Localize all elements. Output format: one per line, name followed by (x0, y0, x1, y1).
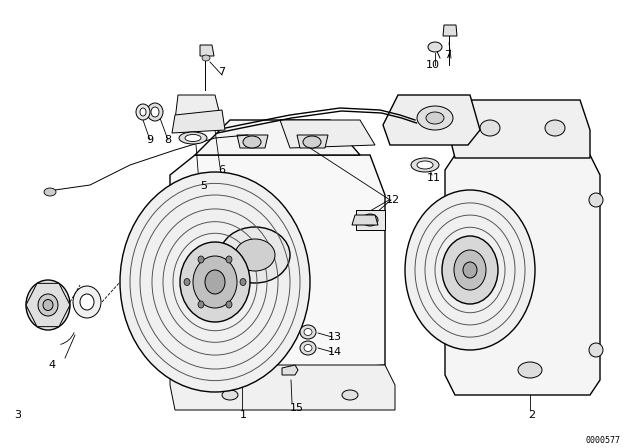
Ellipse shape (202, 55, 210, 61)
Polygon shape (383, 95, 480, 145)
Ellipse shape (300, 325, 316, 339)
Ellipse shape (411, 158, 439, 172)
Ellipse shape (34, 289, 62, 321)
Ellipse shape (226, 256, 232, 263)
Ellipse shape (235, 239, 275, 271)
Ellipse shape (304, 345, 312, 352)
Ellipse shape (240, 279, 246, 285)
Ellipse shape (545, 120, 565, 136)
Ellipse shape (304, 328, 312, 336)
Polygon shape (356, 210, 385, 230)
Text: 10: 10 (426, 60, 440, 70)
Ellipse shape (518, 362, 542, 378)
Ellipse shape (136, 104, 150, 120)
Ellipse shape (73, 286, 101, 318)
Ellipse shape (220, 227, 290, 283)
Text: 1: 1 (240, 410, 247, 420)
Ellipse shape (179, 132, 207, 144)
Text: 7: 7 (444, 50, 451, 60)
Ellipse shape (426, 112, 444, 124)
Ellipse shape (184, 279, 190, 285)
Text: 3: 3 (14, 410, 21, 420)
Text: 2: 2 (528, 410, 535, 420)
Text: 8: 8 (164, 135, 171, 145)
Ellipse shape (26, 280, 70, 330)
Ellipse shape (147, 103, 163, 121)
Polygon shape (200, 45, 214, 56)
Polygon shape (26, 283, 70, 327)
Polygon shape (445, 155, 600, 395)
Polygon shape (282, 365, 298, 375)
Polygon shape (352, 215, 378, 225)
Polygon shape (170, 155, 385, 380)
Ellipse shape (428, 42, 442, 52)
Ellipse shape (362, 214, 378, 226)
Ellipse shape (442, 236, 498, 304)
Ellipse shape (180, 242, 250, 322)
Text: 7: 7 (218, 67, 225, 77)
Text: 15: 15 (290, 403, 304, 413)
Ellipse shape (417, 106, 453, 130)
Ellipse shape (226, 301, 232, 308)
Ellipse shape (222, 390, 238, 400)
Ellipse shape (405, 190, 535, 350)
Text: 11: 11 (427, 173, 441, 183)
Ellipse shape (151, 107, 159, 117)
Ellipse shape (205, 270, 225, 294)
Text: 13: 13 (328, 332, 342, 342)
Polygon shape (448, 100, 590, 158)
Ellipse shape (120, 172, 310, 392)
Text: 14: 14 (328, 347, 342, 357)
Ellipse shape (589, 193, 603, 207)
Polygon shape (237, 135, 268, 148)
Ellipse shape (80, 294, 94, 310)
Text: 6: 6 (218, 165, 225, 175)
Ellipse shape (185, 134, 201, 142)
Polygon shape (170, 365, 395, 410)
Text: 0000577: 0000577 (585, 435, 620, 444)
Ellipse shape (38, 294, 58, 316)
Polygon shape (175, 95, 220, 120)
Ellipse shape (454, 250, 486, 290)
Ellipse shape (43, 300, 53, 310)
Text: 9: 9 (146, 135, 153, 145)
Ellipse shape (193, 256, 237, 308)
Polygon shape (280, 120, 375, 148)
Ellipse shape (417, 161, 433, 169)
Ellipse shape (140, 108, 146, 116)
Ellipse shape (198, 301, 204, 308)
Ellipse shape (463, 262, 477, 278)
Ellipse shape (303, 136, 321, 148)
Ellipse shape (342, 390, 358, 400)
Ellipse shape (589, 343, 603, 357)
Ellipse shape (44, 188, 56, 196)
Polygon shape (297, 135, 328, 148)
Polygon shape (195, 120, 360, 155)
Ellipse shape (198, 256, 204, 263)
Ellipse shape (243, 136, 261, 148)
Polygon shape (172, 110, 225, 133)
Text: 12: 12 (386, 195, 400, 205)
Text: 4: 4 (48, 360, 55, 370)
Ellipse shape (300, 341, 316, 355)
Text: 5: 5 (200, 181, 207, 191)
Ellipse shape (480, 120, 500, 136)
Polygon shape (443, 25, 457, 36)
